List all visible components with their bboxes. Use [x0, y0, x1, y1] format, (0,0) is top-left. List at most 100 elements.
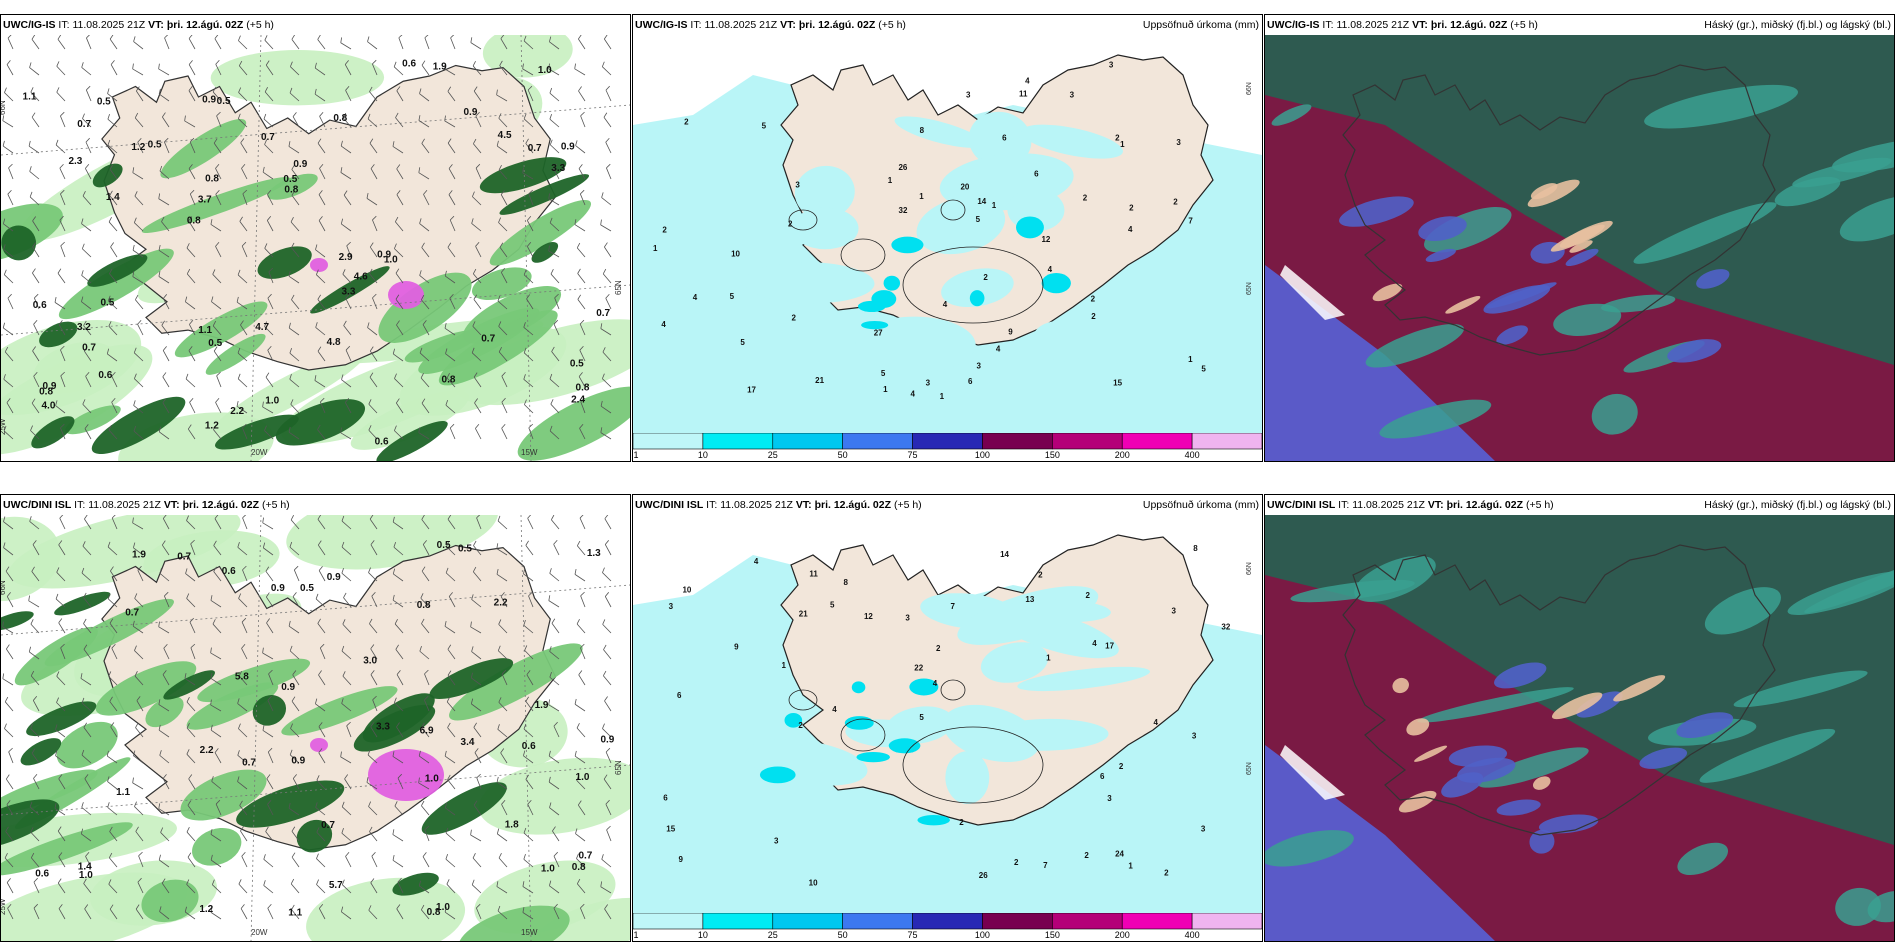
accumulated-precip-label: 2: [959, 818, 964, 827]
wind-barb: [579, 345, 586, 362]
wind-barb-staff: [262, 171, 274, 180]
wind-barb: [135, 722, 144, 738]
accumulated-precip-label: 6: [968, 377, 973, 386]
wind-barb: [574, 750, 586, 764]
wind-barb-staff: [2, 145, 14, 154]
accumulated-precip-label: 26: [898, 163, 907, 172]
wind-barb-flag: [396, 86, 401, 91]
wind-barb: [318, 748, 326, 764]
wind-barb-staff: [421, 403, 430, 414]
wind-barb-flag: [369, 618, 373, 624]
wind-barb-flag: [392, 829, 395, 835]
wind-barb-staff: [82, 248, 92, 258]
wind-barb-flag: [342, 112, 347, 119]
wind-barb-flag: [60, 643, 65, 649]
accumulated-precip-label: 2: [662, 226, 667, 235]
wind-barb: [392, 348, 404, 362]
cloud-edge-highlight: [1478, 747, 1589, 788]
wind-barb-staff: [525, 545, 534, 556]
wind-barb: [216, 371, 222, 388]
wind-barb: [293, 565, 300, 582]
wind-barb-staff: [84, 518, 92, 530]
wind-barb-staff: [497, 729, 508, 738]
wind-barb-staff: [319, 647, 326, 660]
wind-barb-flag: [578, 372, 583, 377]
wind-barb-staff: [447, 674, 456, 686]
wind-barb-flag: [342, 671, 346, 677]
wind-barb-staff: [422, 544, 430, 556]
precip-value-label: 1.9: [433, 62, 447, 73]
wind-barb-flag: [604, 515, 609, 519]
colorbar-tick-label: 50: [837, 930, 848, 940]
wind-barb-flag: [602, 347, 606, 353]
wind-barb: [55, 593, 66, 608]
panel-header: UWC/IG-IS IT: 11.08.2025 21Z VT: þri. 12…: [633, 15, 1262, 35]
precip-value-label: 0.5: [300, 583, 314, 594]
wind-barb: [602, 347, 612, 362]
wind-barb-staff: [81, 572, 92, 582]
wind-barb-flag: [158, 854, 161, 861]
wind-barb: [214, 515, 222, 530]
wind-barb-flag: [7, 35, 13, 39]
wind-barb: [419, 88, 430, 102]
map-axis-label: 65N: [1246, 282, 1253, 295]
wind-barb-flag: [470, 698, 474, 704]
wind-barb-staff: [317, 299, 326, 310]
wind-barb: [550, 515, 560, 530]
wind-barb-staff: [188, 350, 196, 362]
wind-barb-flag: [470, 37, 473, 43]
clear-sky-patch: [1613, 675, 1666, 702]
wind-barb-flag: [576, 878, 581, 884]
wind-barb-flag: [158, 271, 161, 277]
accumulated-precip-label: 6: [1002, 134, 1007, 143]
wind-barb: [84, 774, 92, 790]
wind-barb: [473, 722, 482, 738]
low-cloud-patch: [1538, 814, 1599, 834]
wind-barb-staff: [262, 730, 274, 738]
wind-barb: [341, 879, 352, 894]
wind-barb-staff: [31, 571, 40, 582]
wind-barb-staff: [215, 168, 222, 180]
wind-barb-staff: [215, 803, 222, 816]
wind-barb-staff: [32, 700, 40, 712]
wind-barb-flag: [33, 371, 38, 377]
wind-barb-staff: [603, 675, 612, 686]
precip-area-heavy: [531, 242, 559, 263]
wind-barb-flag: [81, 218, 84, 224]
init-time: 11.08.2025 21Z: [1352, 499, 1425, 511]
wind-barb-staff: [188, 220, 196, 232]
wind-barb-staff: [343, 325, 352, 336]
wind-barb-staff: [108, 676, 118, 686]
wind-barb-flag: [341, 801, 345, 807]
it-label: IT:: [1338, 499, 1350, 511]
wind-barb-staff: [56, 91, 66, 102]
wind-barb-staff: [341, 520, 352, 530]
wind-barb: [32, 346, 40, 362]
wind-barb: [241, 164, 248, 180]
wind-barb-flag: [340, 167, 343, 173]
wind-barb: [29, 166, 40, 180]
wind-barb-staff: [32, 272, 40, 284]
wind-barb-flag: [82, 541, 86, 547]
precip-area-extreme: [388, 281, 424, 309]
accumulated-precip-label: 8: [1193, 544, 1198, 553]
wind-barb: [574, 219, 586, 232]
wind-barb-flag: [574, 219, 577, 225]
accumulated-precip-label: 4: [832, 705, 837, 714]
wind-barb-flag: [340, 906, 344, 912]
colorbar-tick-label: 150: [1044, 450, 1060, 460]
model-name: UWC/DINI ISL: [1267, 499, 1336, 511]
wind-barb: [605, 799, 612, 816]
wind-barb: [577, 268, 586, 284]
wind-barb-staff: [444, 327, 456, 336]
wind-barb-staff: [473, 376, 482, 388]
wind-barb: [210, 907, 222, 920]
colorbar-segment: [982, 913, 1053, 930]
wind-barb-flag: [290, 61, 293, 67]
wind-barb-staff: [580, 115, 586, 128]
wind-barb: [496, 140, 508, 154]
colorbar-segment: [702, 913, 774, 930]
precip-area-heavy: [296, 819, 333, 853]
precip-value-label: 1.2: [205, 421, 219, 432]
precip-value-label: 6.9: [420, 725, 434, 736]
